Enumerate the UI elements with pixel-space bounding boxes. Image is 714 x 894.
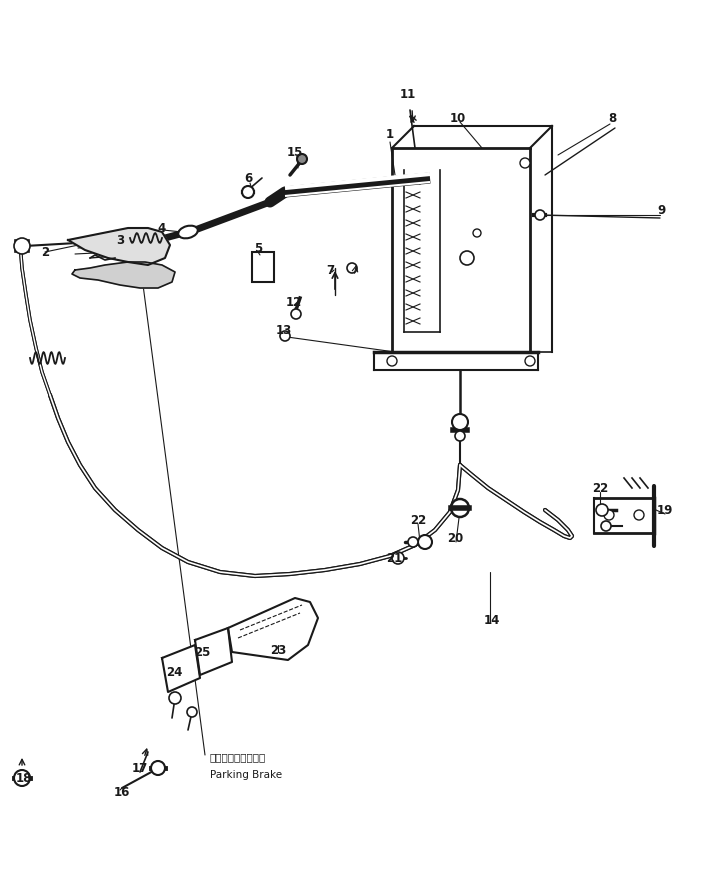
Circle shape: [601, 521, 611, 531]
Text: ハーキングブレーキ: ハーキングブレーキ: [210, 752, 266, 762]
Text: 22: 22: [410, 513, 426, 527]
Polygon shape: [162, 645, 200, 692]
Text: 19: 19: [657, 503, 673, 517]
Text: 1: 1: [386, 129, 394, 141]
Circle shape: [455, 431, 465, 441]
Circle shape: [634, 510, 644, 520]
Circle shape: [14, 770, 30, 786]
Ellipse shape: [178, 225, 198, 239]
Text: 3: 3: [116, 233, 124, 247]
Circle shape: [418, 535, 432, 549]
Text: 23: 23: [270, 644, 286, 656]
Bar: [15, 240, 29, 252]
Text: 12: 12: [286, 296, 302, 308]
Circle shape: [387, 356, 397, 366]
Text: 24: 24: [166, 665, 182, 679]
Text: 20: 20: [447, 532, 463, 544]
Circle shape: [14, 238, 30, 254]
Circle shape: [291, 309, 301, 319]
Circle shape: [535, 210, 545, 220]
Text: Parking Brake: Parking Brake: [210, 770, 282, 780]
Bar: [252, 252, 274, 282]
Text: 5: 5: [254, 241, 262, 255]
Circle shape: [451, 499, 469, 517]
Polygon shape: [195, 628, 232, 675]
Text: 9: 9: [658, 204, 666, 216]
Text: 6: 6: [244, 172, 252, 184]
Text: 16: 16: [114, 786, 130, 798]
Text: 13: 13: [276, 324, 292, 336]
Text: 8: 8: [608, 112, 616, 124]
Text: 14: 14: [484, 613, 501, 627]
Text: 21: 21: [386, 552, 402, 564]
Circle shape: [187, 707, 197, 717]
Text: 7: 7: [326, 264, 334, 276]
Text: 2: 2: [41, 246, 49, 258]
Circle shape: [392, 552, 404, 564]
Text: 10: 10: [450, 112, 466, 124]
Circle shape: [452, 414, 468, 430]
Text: 11: 11: [400, 89, 416, 102]
Circle shape: [280, 331, 290, 341]
Circle shape: [408, 537, 418, 547]
Circle shape: [473, 229, 481, 237]
Circle shape: [604, 510, 614, 520]
Circle shape: [520, 158, 530, 168]
Circle shape: [242, 186, 254, 198]
Circle shape: [347, 263, 357, 273]
Text: 17: 17: [132, 762, 148, 774]
Circle shape: [460, 251, 474, 265]
Text: 25: 25: [193, 645, 210, 659]
Circle shape: [169, 692, 181, 704]
Text: 22: 22: [592, 482, 608, 494]
Text: 18: 18: [16, 772, 32, 785]
Circle shape: [596, 504, 608, 516]
Circle shape: [297, 154, 307, 164]
Circle shape: [151, 761, 165, 775]
Polygon shape: [68, 228, 170, 265]
Circle shape: [525, 356, 535, 366]
Text: 15: 15: [287, 146, 303, 158]
Text: 4: 4: [158, 222, 166, 234]
Polygon shape: [72, 262, 175, 288]
Polygon shape: [228, 598, 318, 660]
